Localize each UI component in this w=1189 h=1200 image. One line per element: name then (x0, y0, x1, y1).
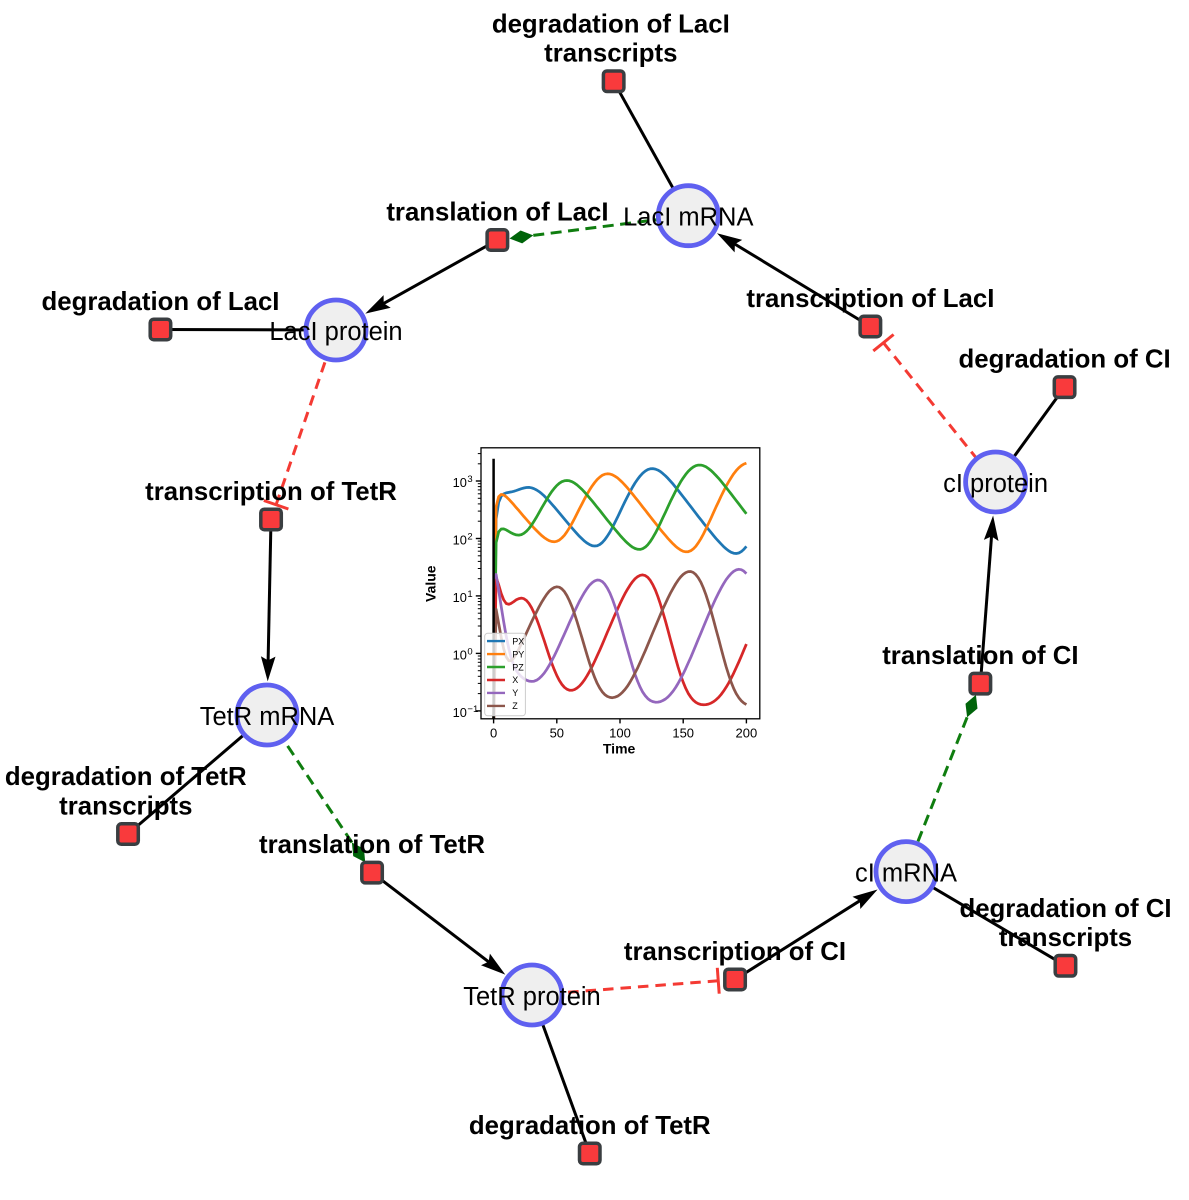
svg-text:degradation of TetR: degradation of TetR (469, 1112, 711, 1140)
svg-text:50: 50 (550, 725, 564, 740)
svg-text:10: 10 (453, 705, 467, 720)
svg-text:transcripts: transcripts (544, 40, 677, 68)
svg-text:LacI mRNA: LacI mRNA (623, 204, 753, 232)
svg-text:Value: Value (423, 565, 439, 602)
svg-text:1: 1 (467, 589, 472, 600)
svg-text:TetR mRNA: TetR mRNA (200, 703, 335, 731)
svg-text:0: 0 (467, 646, 472, 657)
svg-text:100: 100 (609, 725, 631, 740)
svg-text:translation of LacI: translation of LacI (386, 199, 608, 227)
svg-text:PZ: PZ (512, 662, 524, 672)
svg-text:transcripts: transcripts (999, 924, 1132, 952)
svg-text:10: 10 (453, 647, 467, 662)
svg-text:150: 150 (672, 725, 694, 740)
svg-text:transcription of LacI: transcription of LacI (746, 285, 994, 313)
svg-text:3: 3 (467, 474, 472, 485)
svg-text:degradation of LacI: degradation of LacI (42, 288, 280, 316)
svg-text:cI mRNA: cI mRNA (855, 860, 957, 888)
svg-text:Time: Time (603, 741, 636, 757)
svg-text:degradation of TetR: degradation of TetR (5, 763, 247, 791)
svg-text:transcription of TetR: transcription of TetR (145, 478, 397, 506)
svg-text:2: 2 (467, 532, 472, 543)
svg-text:transcripts: transcripts (59, 793, 192, 821)
svg-text:10: 10 (453, 590, 467, 605)
svg-text:transcription of CI: transcription of CI (624, 938, 846, 966)
svg-text:PY: PY (512, 649, 524, 659)
svg-text:X: X (512, 675, 518, 685)
svg-text:0: 0 (490, 725, 497, 740)
svg-text:−1: −1 (467, 704, 478, 715)
svg-text:cI protein: cI protein (943, 470, 1048, 498)
svg-text:translation of CI: translation of CI (882, 642, 1078, 670)
svg-text:200: 200 (736, 725, 758, 740)
svg-text:degradation of CI: degradation of CI (959, 895, 1171, 923)
svg-text:10: 10 (453, 532, 467, 547)
svg-text:10: 10 (453, 475, 467, 490)
svg-text:degradation of LacI: degradation of LacI (492, 10, 730, 38)
svg-text:LacI protein: LacI protein (269, 318, 402, 346)
svg-text:PX: PX (512, 636, 524, 646)
svg-text:Z: Z (512, 701, 518, 711)
svg-text:Y: Y (512, 688, 518, 698)
svg-text:TetR protein: TetR protein (463, 983, 601, 1011)
svg-text:translation of TetR: translation of TetR (259, 831, 485, 859)
svg-text:degradation of CI: degradation of CI (959, 346, 1171, 374)
